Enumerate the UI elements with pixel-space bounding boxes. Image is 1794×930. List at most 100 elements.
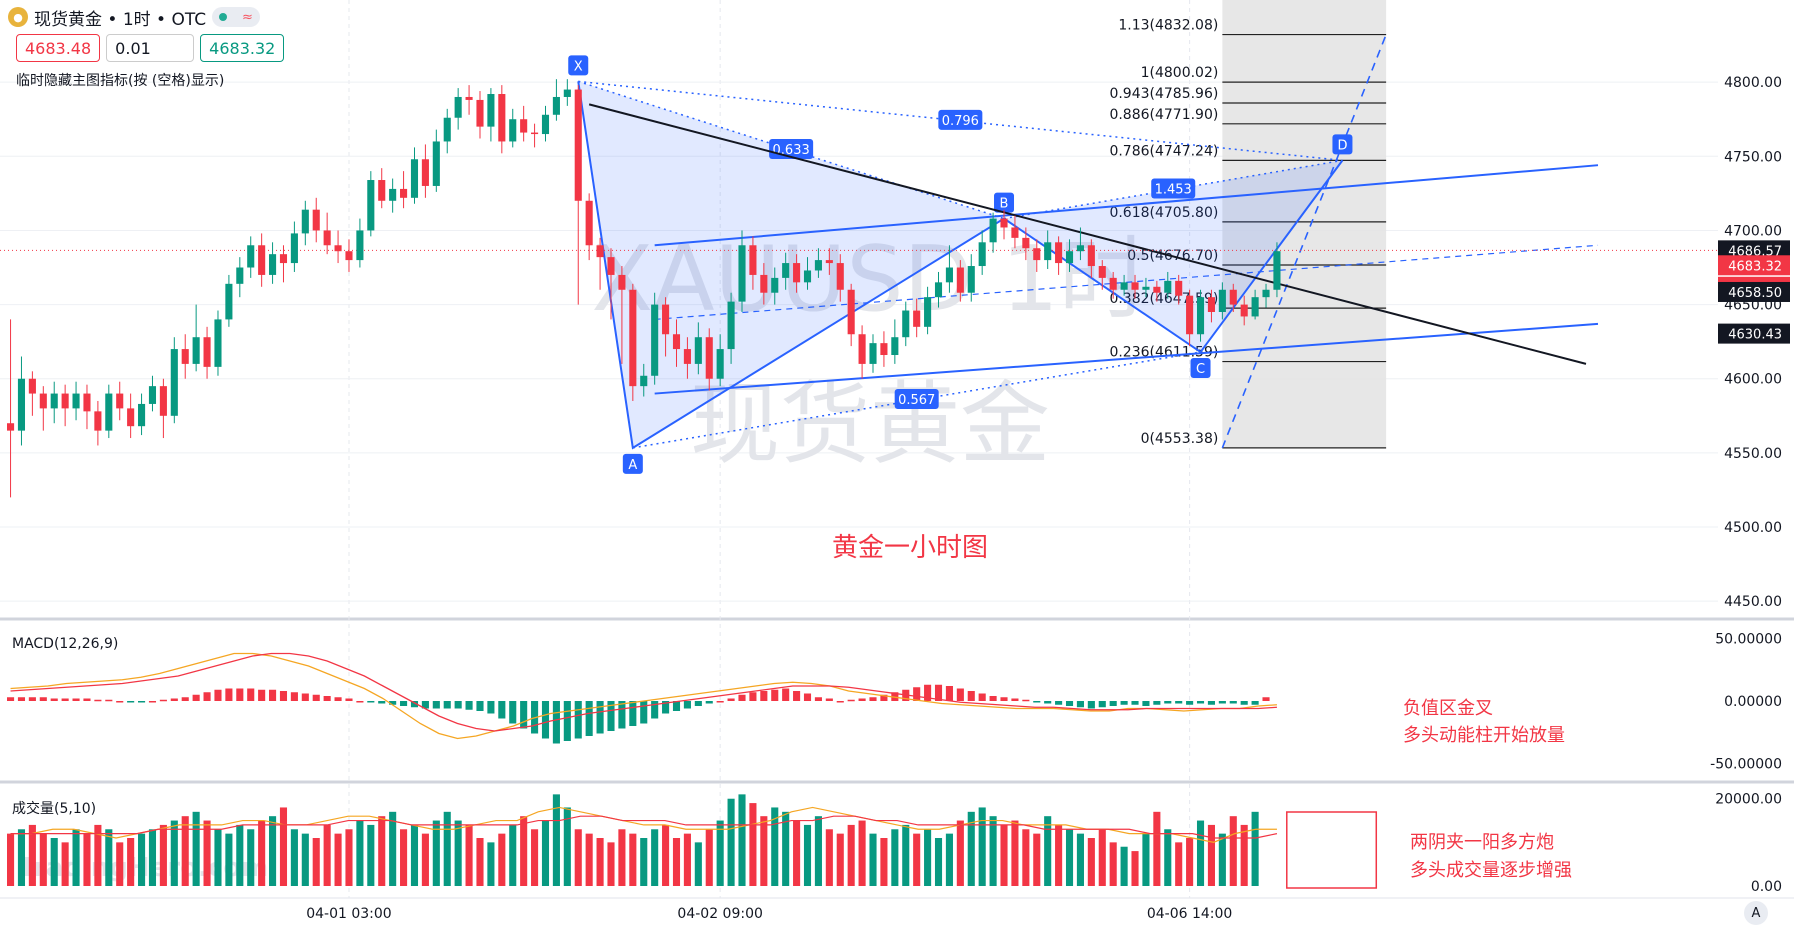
volume-bar [7, 833, 15, 886]
macd-histogram-bar [334, 697, 342, 701]
macd-histogram-bar [1131, 701, 1139, 705]
candle-body [1109, 277, 1117, 290]
volume-bar [1175, 842, 1183, 886]
macd-histogram-bar [1218, 701, 1226, 704]
macd-histogram-bar [1207, 701, 1215, 705]
candle-body [891, 337, 899, 356]
volume-bar [367, 824, 375, 886]
volume-bar [760, 816, 768, 886]
candle-body [1011, 227, 1019, 238]
volume-bar [913, 833, 921, 886]
macd-histogram-bar [803, 693, 812, 701]
fib-level-label: 0.618(4705.80) [1109, 205, 1218, 221]
macd-tick-label: -50.00000 [1710, 757, 1782, 773]
macd-histogram-bar [61, 698, 69, 701]
volume-bar [159, 824, 167, 886]
volume-bar [574, 829, 582, 886]
volume-bar [301, 833, 309, 886]
pattern-ratio-badge [938, 109, 983, 130]
macd-histogram-bar [1011, 698, 1019, 701]
macd-histogram-bar [432, 701, 440, 709]
macd-histogram-bar [749, 692, 757, 701]
macd-histogram-bar [72, 698, 80, 701]
market-status-toggle[interactable]: ≈ [212, 7, 261, 27]
volume-bar [116, 842, 124, 886]
candle-body [596, 245, 604, 258]
candle-body [312, 209, 320, 231]
volume-bar [1218, 833, 1226, 886]
buy-price-button[interactable]: 4683.32 [200, 34, 285, 62]
volume-bar [1065, 829, 1074, 886]
volume-bar [181, 816, 189, 886]
macd-histogram-bar [181, 697, 189, 701]
candle-body [683, 349, 691, 364]
candle-body [716, 349, 724, 379]
macd-histogram-bar [651, 701, 659, 719]
quantity-input[interactable]: 0.01 [106, 34, 195, 62]
volume-bar [138, 833, 146, 886]
volume-bar [672, 838, 681, 886]
volume-label[interactable]: 成交量(5,10) [12, 801, 97, 817]
macd-histogram-bar [694, 701, 702, 706]
macd-histogram-bar [869, 697, 877, 701]
volume-bar [596, 838, 604, 886]
candle-body [531, 132, 539, 135]
macd-histogram-bar [836, 701, 844, 703]
volume-bar [192, 811, 200, 886]
candle-body [1142, 286, 1150, 290]
macd-histogram-bar [1251, 701, 1259, 705]
candle-body [225, 283, 233, 320]
volume-bar [869, 833, 877, 886]
volume-highlight-box [1286, 811, 1378, 889]
candle-body [1164, 280, 1172, 293]
volume-bar [945, 833, 953, 886]
macd-histogram-bar [127, 701, 135, 703]
candle-body [367, 180, 375, 231]
macd-histogram-bar [585, 701, 593, 736]
macd-histogram-bar [28, 697, 36, 701]
macd-histogram-bar [520, 701, 528, 729]
volume-bar [989, 816, 997, 886]
volume-bar [585, 833, 593, 886]
macd-histogram-bar [727, 698, 735, 701]
macd-histogram-bar [563, 701, 571, 741]
candle-body [454, 96, 462, 118]
sell-price-button[interactable]: 4683.48 [16, 34, 101, 62]
volume-bar [1120, 846, 1128, 886]
volume-bar [803, 824, 812, 886]
volume-bar [880, 838, 888, 886]
macd-histogram-bar [39, 697, 47, 701]
candle-body [61, 393, 69, 409]
candle-body [1229, 289, 1237, 305]
volume-bar [400, 829, 408, 886]
auto-scale-button[interactable]: A [1744, 901, 1768, 925]
volume-ma-line [10, 815, 1278, 839]
macd-histogram-bar [1044, 701, 1052, 704]
candle-body [902, 310, 910, 338]
macd-histogram-bar [7, 697, 15, 701]
volume-bar [531, 829, 539, 886]
macd-label[interactable]: MACD(12,26,9) [12, 636, 119, 652]
candle-body [487, 94, 495, 127]
macd-histogram-bar [967, 691, 975, 701]
volume-bar [782, 811, 790, 886]
symbol-header[interactable]: ● 现货黄金 • 1时 • OTC ≈ [8, 4, 261, 30]
candle-body [7, 423, 15, 431]
pattern-point-label: A [628, 458, 637, 473]
volume-bar [72, 829, 80, 886]
macd-histogram-bar [1240, 701, 1248, 705]
candle-body [978, 242, 986, 267]
symbol-title[interactable]: 现货黄金 • 1时 • OTC [34, 9, 207, 30]
macd-histogram-bar [192, 694, 200, 701]
volume-bar [1076, 833, 1084, 886]
macd-histogram-bar [400, 701, 408, 706]
time-tick-label: 04-02 09:00 [677, 906, 762, 922]
candle-body [1218, 289, 1226, 312]
candle-body [662, 304, 670, 335]
price-axis-badge [1718, 255, 1790, 276]
macd-histogram-bar [1186, 701, 1194, 705]
candle-body [476, 99, 484, 127]
candle-body [138, 403, 146, 427]
volume-bar [443, 811, 451, 886]
